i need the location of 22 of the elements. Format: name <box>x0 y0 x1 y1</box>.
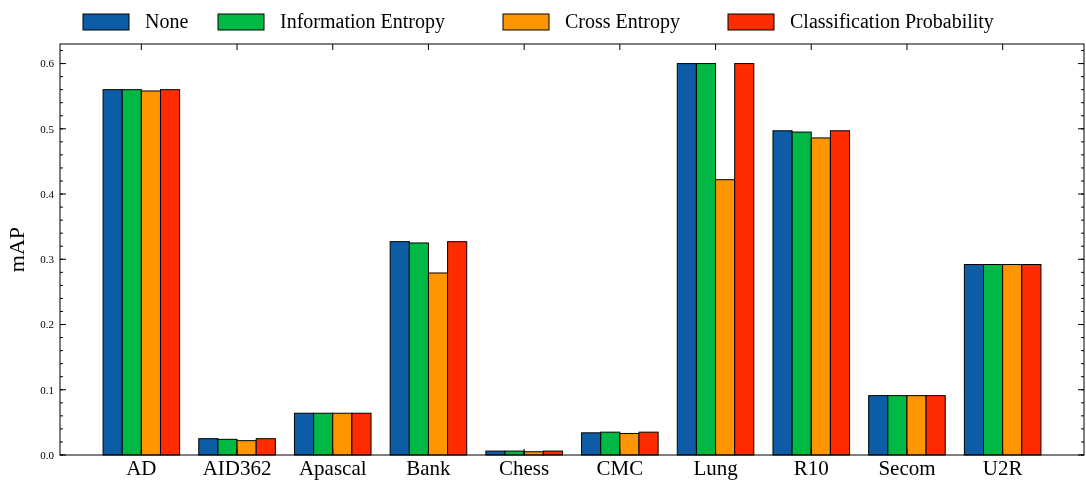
x-tick-label: Lung <box>693 456 739 480</box>
y-tick-label: 0.2 <box>40 318 54 331</box>
x-tick-label: Secom <box>878 456 936 480</box>
y-tick-label: 0.3 <box>40 253 55 266</box>
x-tick-label: R10 <box>793 456 829 480</box>
x-tick-label: Apascal <box>298 456 367 480</box>
legend-label: Classification Probability <box>790 10 994 33</box>
legend-label: Information Entropy <box>280 10 445 33</box>
y-tick-label: 0.6 <box>40 57 55 70</box>
y-axis-title: mAP <box>4 226 29 273</box>
y-tick-label: 0.5 <box>40 122 55 135</box>
x-tick-label: AID362 <box>202 456 272 480</box>
y-tick-label: 0.1 <box>40 383 54 396</box>
x-tick-label: AD <box>126 456 157 480</box>
y-tick-label: 0.0 <box>40 448 55 461</box>
x-tick-label: CMC <box>596 456 644 480</box>
legend-label: None <box>145 10 189 32</box>
x-tick-label: Chess <box>499 456 550 480</box>
y-tick-label: 0.4 <box>40 187 55 200</box>
legend-label: Cross Entropy <box>565 10 680 33</box>
x-tick-label: Bank <box>406 456 452 480</box>
x-tick-label: U2R <box>982 456 1023 480</box>
